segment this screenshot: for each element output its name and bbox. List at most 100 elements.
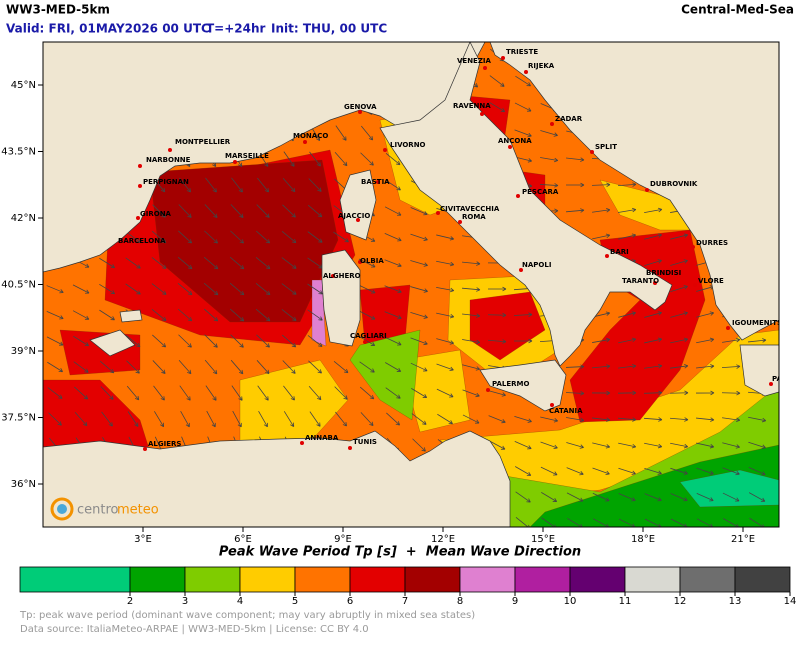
arrow [489,75,505,87]
city-label: VENEZIA [457,57,492,65]
arrow [154,411,165,428]
arrow [670,467,688,475]
arrow [644,311,662,318]
city-label: ROMA [462,213,486,221]
arrow [670,285,688,292]
arrow [513,312,533,317]
arrow [309,411,321,427]
arrow [696,337,715,344]
arrow [256,230,271,244]
arrow [644,233,662,240]
arrow [566,467,584,476]
arrow [644,442,663,449]
colorbar-segment [569,566,626,593]
arrow [384,285,402,294]
arrow [204,204,218,218]
lon-tick-label: 9°E [334,534,352,545]
city-label: NAPOLI [522,261,551,269]
arrow [722,417,741,423]
arrow [514,129,532,138]
arrow [47,387,63,399]
arrow [462,287,481,292]
arrow [540,466,558,476]
arrow [488,415,506,424]
arrow [73,361,89,373]
city-label: ALGHERO [323,272,361,280]
arrow [74,411,88,427]
arrow [179,385,191,401]
arrow [515,75,531,87]
arrow [487,286,507,292]
arrow [748,467,766,476]
arrow [618,311,636,318]
arrow [462,364,480,371]
arrow [696,364,715,369]
city-dot [645,188,649,192]
arrow [722,492,740,502]
city-dot [358,260,362,264]
colorbar-tick-label: 9 [512,596,518,607]
city-label: CIVITAVECCHIA [440,205,500,213]
colorbar-segment [514,566,571,593]
arrow [177,282,193,296]
city-label: TARANTO [622,277,659,285]
arrow [515,491,531,503]
lon-tick-label: 3°E [134,534,152,545]
city-dot [693,283,697,287]
city-dot [769,382,773,386]
city-dot [483,66,487,70]
arrow [618,364,637,369]
arrow [384,311,402,320]
arrow [670,311,688,318]
arrow [618,207,637,213]
lon-tick-label: 6°E [234,534,252,545]
arrow [74,386,89,400]
arrow [643,417,663,422]
city-label: CATANIA [549,407,583,415]
arrow [256,360,270,375]
arrow [358,258,376,268]
arrow [230,230,244,244]
arrow [384,259,402,268]
cities: TRIESTE RIJEKA VENEZIA GENOVA ZADAR RAVENNA MO… [115,48,779,451]
arrow [153,385,165,401]
arrow [617,390,637,396]
arrow [231,177,243,193]
lat-tick-label: 45°N [11,80,36,91]
arrow [540,416,559,423]
colorbar-tick-label: 11 [619,596,632,607]
arrow [436,363,454,372]
arrow [309,151,321,167]
city-dot [348,446,352,450]
arrow [282,204,296,218]
arrow [281,230,297,244]
arrow [566,417,585,423]
arrow [643,390,663,396]
arrow [152,334,167,348]
city-dot [486,388,490,392]
arrow [178,230,193,244]
arrow [436,338,454,345]
arrow [203,282,219,296]
arrow [436,388,454,398]
arrow [462,339,481,345]
arrow [696,467,714,475]
arrow [229,308,245,322]
arrow [696,493,714,502]
arrow [436,286,455,293]
arrow [487,339,507,344]
arrow [592,364,611,369]
arrow [255,283,271,296]
city-label: ANNABA [305,434,339,442]
colorbar-tick-label: 5 [292,596,298,607]
city-dot [501,56,505,60]
city-label: PESCARA [522,188,559,196]
city-dot [136,216,140,220]
arrow [46,285,64,294]
arrow [696,442,715,449]
arrow [541,492,558,503]
arrow [230,334,244,348]
city-label: ALGIERS [148,440,181,448]
arrow [255,308,271,322]
colorbar-tick-label: 6 [347,596,353,607]
